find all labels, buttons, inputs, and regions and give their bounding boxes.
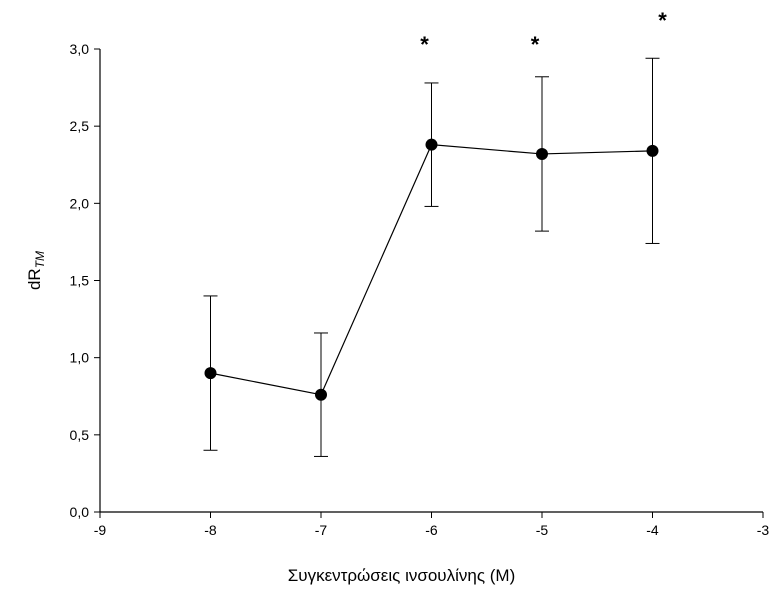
data-point	[646, 144, 659, 157]
y-ticks: 0,0 0,5 1,0 1,5 2,0 2,5 3,0	[70, 41, 100, 520]
error-bars	[203, 57, 660, 457]
x-tick-label: -6	[425, 522, 438, 538]
data-point	[315, 388, 327, 401]
y-axis-title-main: dR	[25, 268, 44, 290]
y-tick-label: 2,5	[70, 118, 90, 134]
y-tick-label: 1,0	[70, 350, 90, 366]
y-axis-title-subscript: TM	[33, 251, 47, 268]
x-tick-label: -8	[204, 522, 217, 538]
x-tick-label: -5	[536, 522, 549, 538]
x-tick-label: -4	[646, 522, 659, 538]
y-tick-label: 2,0	[70, 195, 90, 211]
y-tick-label: 3,0	[70, 41, 90, 57]
data-point	[204, 367, 217, 380]
data-point	[425, 138, 438, 151]
x-ticks: -9 -8 -7 -6 -5 -4 -3	[94, 512, 770, 538]
x-axis-title: Συγκεντρώσεις ινσουλίνης (M)	[288, 566, 515, 585]
significance-mark: *	[420, 32, 429, 57]
y-tick-label: 0,0	[70, 504, 90, 520]
significance-mark: *	[531, 32, 540, 57]
markers	[204, 138, 659, 401]
x-tick-label: -9	[94, 522, 107, 538]
significance-mark: *	[658, 8, 667, 33]
y-tick-label: 0,5	[70, 427, 90, 443]
x-tick-label: -3	[757, 522, 770, 538]
significance-marks: * * *	[420, 8, 667, 57]
y-tick-label: 1,5	[70, 273, 90, 289]
x-tick-label: -7	[315, 522, 328, 538]
data-point	[536, 147, 548, 160]
y-axis-title: dRTM	[25, 251, 47, 290]
